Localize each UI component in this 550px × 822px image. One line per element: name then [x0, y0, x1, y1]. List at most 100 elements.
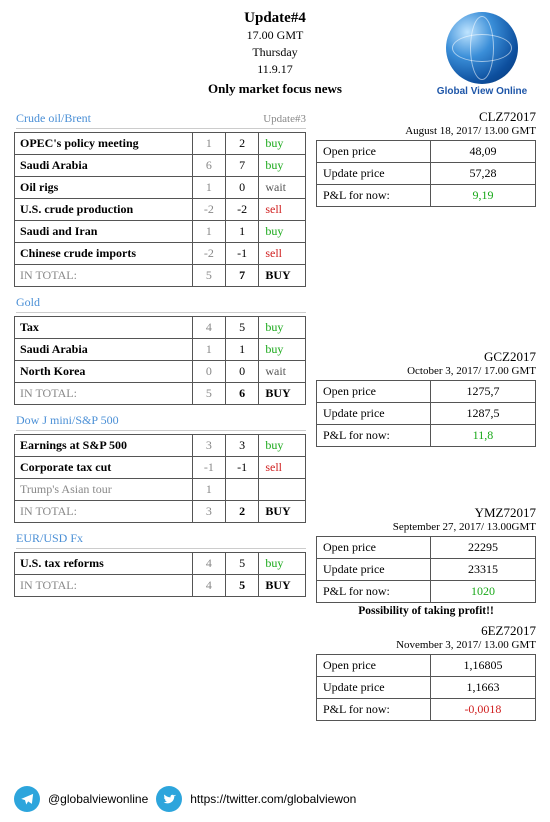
- row-label: OPEC's policy meeting: [15, 133, 193, 155]
- total-c1: 5: [192, 265, 225, 287]
- twitter-url: https://twitter.com/globalviewon: [190, 792, 356, 806]
- crude-sub: Update#3: [263, 113, 306, 125]
- price-block-gcz: GCZ2017 October 3, 2017/ 17.00 GMT Open …: [316, 349, 536, 447]
- table-row: Trump's Asian tour1: [15, 479, 306, 501]
- pnl-key: P&L for now:: [317, 699, 431, 721]
- pnl-key: P&L for now:: [317, 185, 431, 207]
- row-label: U.S. crude production: [15, 199, 193, 221]
- ez-sub: November 3, 2017/ 13.00 GMT: [316, 639, 536, 651]
- total-action: BUY: [259, 265, 306, 287]
- open-val: 1,16805: [430, 655, 535, 677]
- row-label: Chinese crude imports: [15, 243, 193, 265]
- update-key: Update price: [317, 559, 431, 581]
- table-row: Open price1,16805: [317, 655, 536, 677]
- row-c1: -2: [192, 199, 225, 221]
- table-row: Update price1,1663: [317, 677, 536, 699]
- row-c1: 3: [192, 435, 225, 457]
- update-key: Update price: [317, 403, 431, 425]
- table-row: Chinese crude imports-2-1sell: [15, 243, 306, 265]
- row-label: U.S. tax reforms: [15, 553, 193, 575]
- open-val: 1275,7: [430, 381, 535, 403]
- price-block-clz: CLZ72017 August 18, 2017/ 13.00 GMT Open…: [316, 109, 536, 207]
- update-val: 57,28: [430, 163, 535, 185]
- ez-ticker: 6EZ72017: [316, 623, 536, 639]
- row-action: buy: [259, 133, 306, 155]
- row-action: buy: [259, 221, 306, 243]
- row-c2: 5: [226, 553, 259, 575]
- row-c2: 0: [226, 361, 259, 383]
- row-label: Earnings at S&P 500: [15, 435, 193, 457]
- section-title-dow: Dow J mini/S&P 500: [16, 413, 306, 431]
- row-c1: 0: [192, 361, 225, 383]
- update-val: 1,1663: [430, 677, 535, 699]
- row-action: sell: [259, 243, 306, 265]
- table-row: Update price23315: [317, 559, 536, 581]
- update-key: Update price: [317, 677, 431, 699]
- gcz-sub: October 3, 2017/ 17.00 GMT: [316, 365, 536, 377]
- dow-table: Earnings at S&P 50033buyCorporate tax cu…: [14, 434, 306, 523]
- update-val: 23315: [430, 559, 535, 581]
- clz-table: Open price48,09Update price57,28P&L for …: [316, 140, 536, 207]
- crude-title: Crude oil/Brent: [16, 111, 91, 126]
- update-key: Update price: [317, 163, 431, 185]
- ez-table: Open price1,16805Update price1,1663P&L f…: [316, 654, 536, 721]
- footer: @globalviewonline https://twitter.com/gl…: [14, 786, 356, 812]
- ymz-table: Open price22295Update price23315P&L for …: [316, 536, 536, 603]
- total-row: IN TOTAL:32BUY: [15, 501, 306, 523]
- table-row: Saudi and Iran11buy: [15, 221, 306, 243]
- row-label: Corporate tax cut: [15, 457, 193, 479]
- crude-table: OPEC's policy meeting12buySaudi Arabia67…: [14, 132, 306, 287]
- pnl-key: P&L for now:: [317, 581, 431, 603]
- open-key: Open price: [317, 381, 431, 403]
- row-label: Saudi Arabia: [15, 339, 193, 361]
- gcz-ticker: GCZ2017: [316, 349, 536, 365]
- open-key: Open price: [317, 141, 431, 163]
- table-row: Corporate tax cut-1-1sell: [15, 457, 306, 479]
- row-c2: [226, 479, 259, 501]
- open-key: Open price: [317, 537, 431, 559]
- total-row: IN TOTAL:56BUY: [15, 383, 306, 405]
- row-c1: 1: [192, 339, 225, 361]
- row-action: buy: [259, 435, 306, 457]
- row-c2: 3: [226, 435, 259, 457]
- table-row: Oil rigs10wait: [15, 177, 306, 199]
- row-c1: -1: [192, 457, 225, 479]
- row-label: Saudi and Iran: [15, 221, 193, 243]
- eur-title: EUR/USD Fx: [16, 531, 83, 546]
- gold-title: Gold: [16, 295, 40, 310]
- total-action: BUY: [259, 575, 306, 597]
- row-action: wait: [259, 177, 306, 199]
- row-c1: 1: [192, 177, 225, 199]
- table-row: U.S. tax reforms45buy: [15, 553, 306, 575]
- open-val: 22295: [430, 537, 535, 559]
- telegram-icon[interactable]: [14, 786, 40, 812]
- total-label: IN TOTAL:: [15, 265, 193, 287]
- total-c2: 6: [226, 383, 259, 405]
- table-row: OPEC's policy meeting12buy: [15, 133, 306, 155]
- row-c1: -2: [192, 243, 225, 265]
- row-c1: 1: [192, 479, 225, 501]
- globe-icon: [446, 12, 518, 84]
- price-block-ymz: YMZ72017 September 27, 2017/ 13.00GMT Op…: [316, 505, 536, 617]
- table-row: Open price1275,7: [317, 381, 536, 403]
- open-key: Open price: [317, 655, 431, 677]
- total-label: IN TOTAL:: [15, 501, 193, 523]
- logo-caption: Global View Online: [432, 86, 532, 97]
- row-label: North Korea: [15, 361, 193, 383]
- table-row: Tax45buy: [15, 317, 306, 339]
- price-block-ez: 6EZ72017 November 3, 2017/ 13.00 GMT Ope…: [316, 623, 536, 721]
- row-c1: 4: [192, 317, 225, 339]
- table-row: P&L for now:1020: [317, 581, 536, 603]
- row-c2: -1: [226, 243, 259, 265]
- table-row: P&L for now:9,19: [317, 185, 536, 207]
- row-action: buy: [259, 553, 306, 575]
- ymz-note: Possibility of taking profit!!: [316, 605, 536, 617]
- logo: Global View Online: [432, 12, 532, 97]
- row-c2: -1: [226, 457, 259, 479]
- section-title-eur: EUR/USD Fx: [16, 531, 306, 549]
- twitter-icon[interactable]: [156, 786, 182, 812]
- header: Update#4 17.00 GMT Thursday 11.9.17 Only…: [14, 10, 536, 97]
- total-c1: 5: [192, 383, 225, 405]
- table-row: North Korea00wait: [15, 361, 306, 383]
- row-action: buy: [259, 317, 306, 339]
